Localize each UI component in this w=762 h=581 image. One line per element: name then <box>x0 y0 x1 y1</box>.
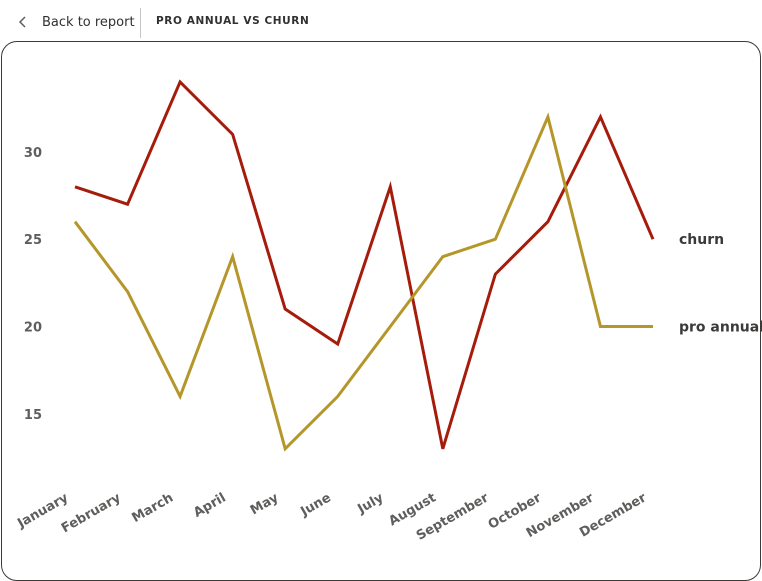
page-title: PRO ANNUAL VS CHURN <box>156 15 310 27</box>
chevron-left-icon <box>18 16 26 28</box>
series-line-churn[interactable] <box>74 79 655 450</box>
y-tick-label: 25 <box>24 233 42 248</box>
x-tick-label: April <box>191 490 229 520</box>
x-tick-label: June <box>297 490 333 520</box>
back-label: Back to report <box>42 14 135 30</box>
series-label-churn: churn <box>679 232 724 248</box>
back-to-report-button[interactable]: Back to report <box>18 13 135 31</box>
y-axis-ticks: 15 20 25 30 <box>24 146 42 423</box>
x-tick-label: July <box>354 490 386 517</box>
series-lines <box>73 79 655 452</box>
top-bar: Back to report PRO ANNUAL VS CHURN <box>0 0 762 42</box>
header-divider <box>140 8 141 38</box>
y-tick-label: 15 <box>24 408 42 423</box>
x-tick-label: March <box>130 490 177 526</box>
chart-card <box>1 41 761 581</box>
series-label-pro-annual: pro annual <box>679 320 762 336</box>
y-tick-label: 30 <box>24 146 42 161</box>
y-tick-label: 20 <box>24 321 42 336</box>
x-tick-label: February <box>59 490 124 536</box>
x-tick-label: May <box>248 490 282 518</box>
series-labels: churn pro annual <box>679 232 762 335</box>
series-line-pro-annual[interactable] <box>73 112 653 452</box>
